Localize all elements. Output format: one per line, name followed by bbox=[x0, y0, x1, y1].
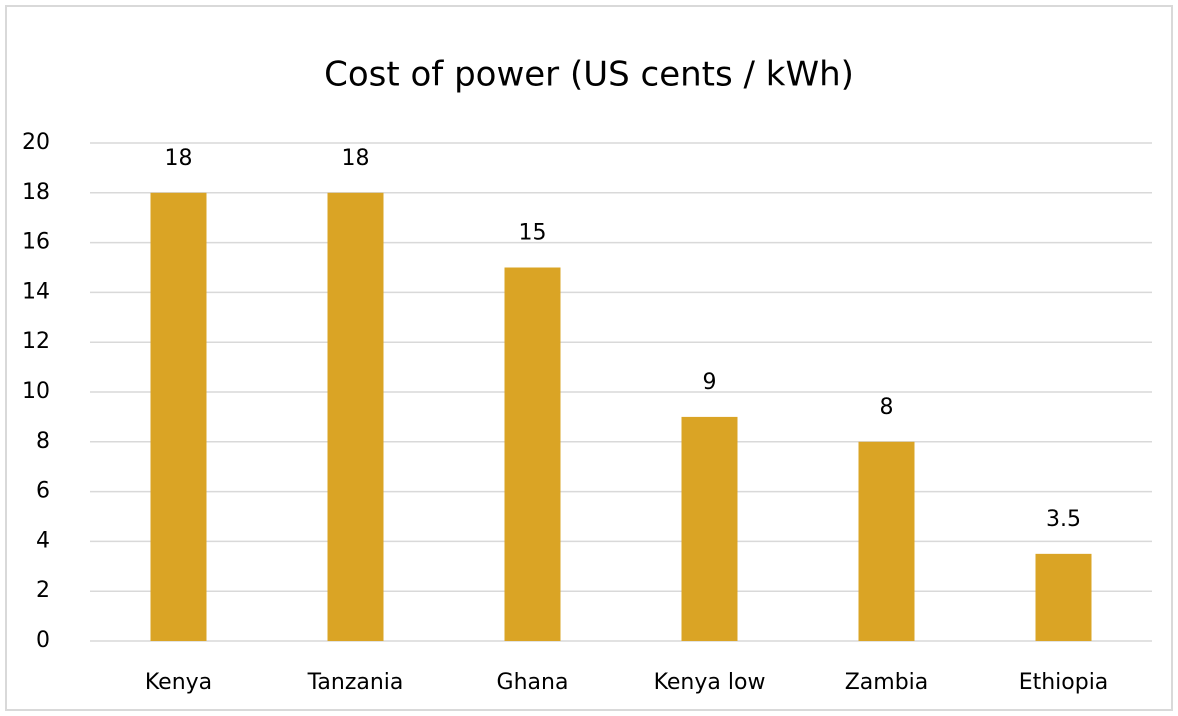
y-tick-label: 14 bbox=[22, 279, 50, 304]
bar bbox=[681, 416, 738, 641]
x-tick-label: Kenya low bbox=[654, 670, 766, 695]
bar bbox=[327, 192, 384, 642]
data-label: 8 bbox=[880, 395, 894, 420]
y-tick-label: 6 bbox=[36, 479, 50, 504]
x-tick-label: Kenya bbox=[145, 670, 212, 695]
y-tick-label: 4 bbox=[36, 528, 50, 553]
y-tick-label: 16 bbox=[22, 230, 50, 255]
y-tick-label: 0 bbox=[36, 628, 50, 653]
data-label: 9 bbox=[703, 370, 717, 395]
x-tick-label: Ghana bbox=[497, 670, 569, 695]
data-label: 18 bbox=[165, 146, 193, 171]
data-label: 18 bbox=[342, 146, 370, 171]
y-tick-label: 10 bbox=[22, 379, 50, 404]
x-tick-label: Ethiopia bbox=[1019, 670, 1109, 695]
bar bbox=[150, 192, 207, 642]
data-label: 15 bbox=[519, 221, 547, 246]
x-tick-label: Zambia bbox=[845, 670, 929, 695]
y-tick-label: 20 bbox=[22, 130, 50, 155]
chart-title: Cost of power (US cents / kWh) bbox=[324, 55, 854, 95]
y-tick-label: 8 bbox=[36, 429, 50, 454]
data-label: 3.5 bbox=[1046, 507, 1081, 532]
bar bbox=[858, 441, 915, 641]
y-tick-label: 12 bbox=[22, 329, 50, 354]
y-tick-label: 18 bbox=[22, 180, 50, 205]
x-tick-label: Tanzania bbox=[307, 670, 404, 695]
bar bbox=[1035, 553, 1092, 641]
bar bbox=[504, 267, 561, 641]
y-tick-label: 2 bbox=[36, 578, 50, 603]
